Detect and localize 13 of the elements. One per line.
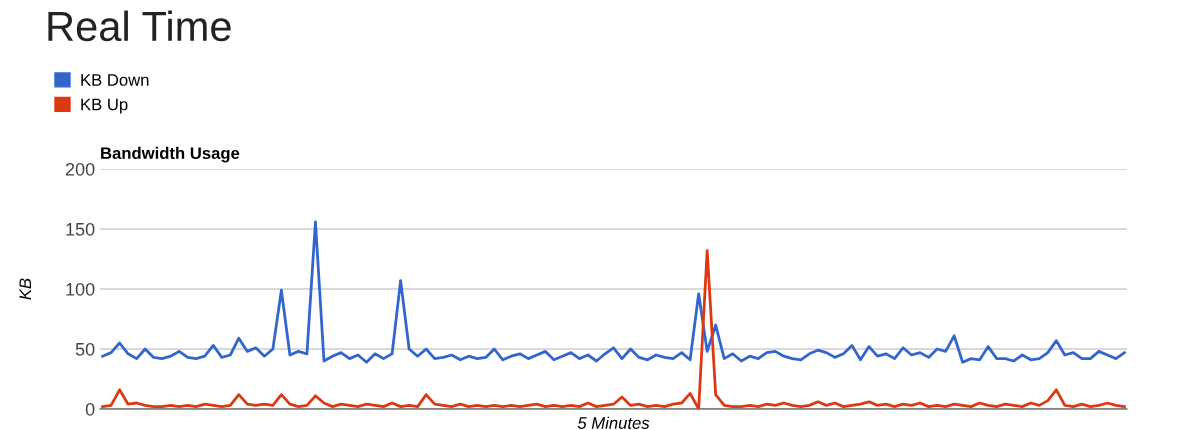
y-tick-label: 50 bbox=[75, 342, 95, 356]
line-series bbox=[101, 249, 1126, 409]
y-tick-label: 0 bbox=[85, 402, 95, 416]
y-axis-title: KB bbox=[19, 278, 31, 300]
x-axis-title: 5 Minutes bbox=[577, 416, 650, 429]
line-series bbox=[101, 220, 1126, 364]
legend-label: KB Up bbox=[81, 98, 128, 114]
y-tick-label: 200 bbox=[65, 162, 95, 176]
legend-label: KB Down bbox=[81, 74, 149, 86]
y-tick-label: 150 bbox=[66, 222, 95, 236]
chart-title: Real Time bbox=[48, 10, 231, 42]
chart-subtitle: Bandwidth Usage bbox=[101, 146, 240, 163]
y-tick-label: 100 bbox=[66, 282, 95, 296]
